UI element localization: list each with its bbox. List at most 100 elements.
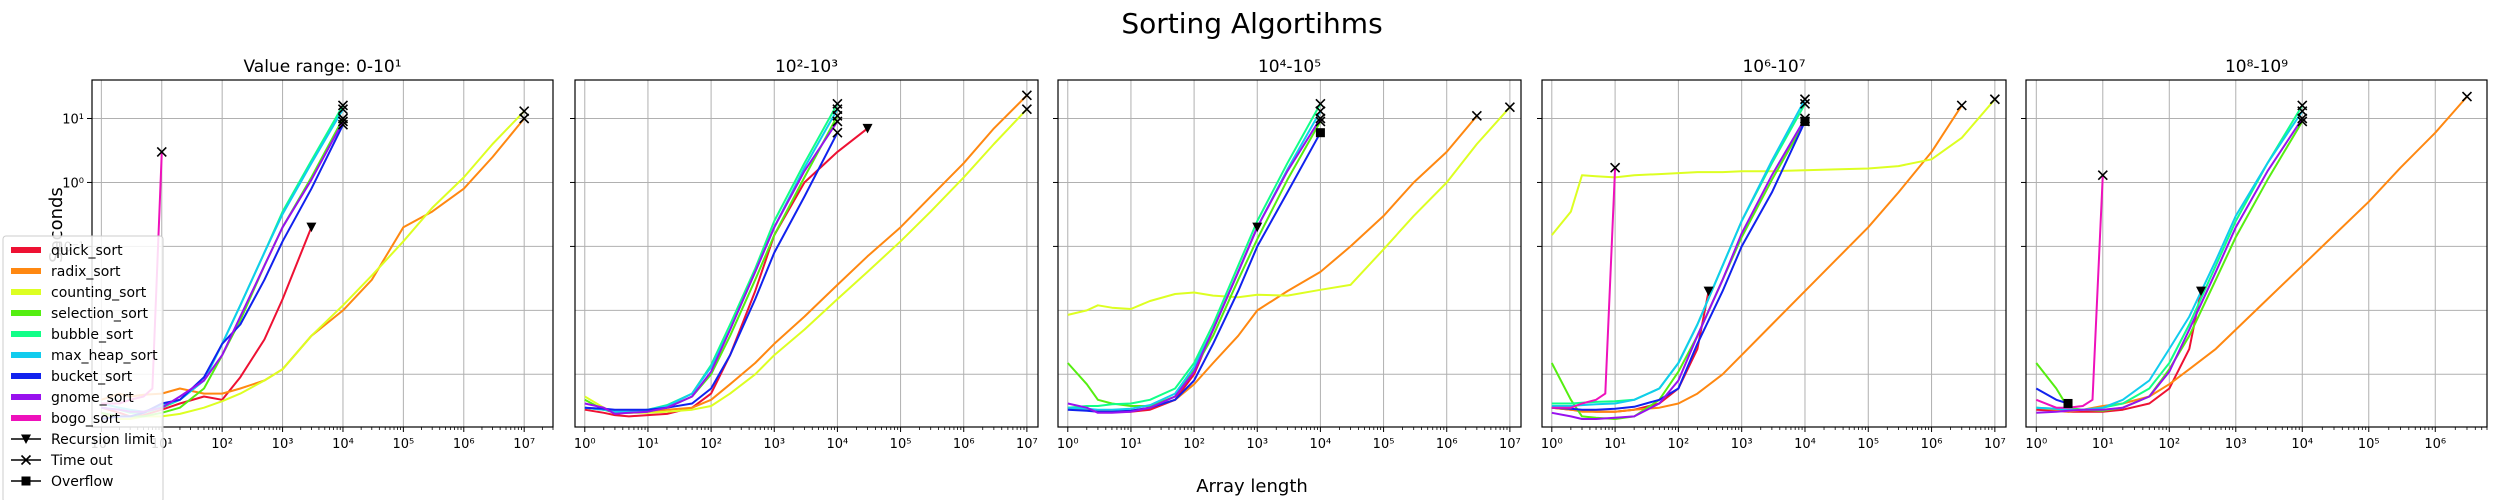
legend-label-marker: Recursion limit <box>51 432 155 448</box>
x-tick-label: 10⁵ <box>1857 437 1879 452</box>
series-gnome_sort <box>584 120 839 415</box>
end-marker-bucket_sort <box>1315 128 1325 138</box>
legend-label-selection_sort: selection_sort <box>51 306 149 322</box>
x-tick-label: 10⁷ <box>513 437 535 452</box>
x-tick-label: 10⁷ <box>1984 437 2006 452</box>
end-marker-radix_sort <box>1471 110 1482 121</box>
x-tick-label: 10⁵ <box>890 437 912 452</box>
end-marker-quick_sort <box>1252 222 1263 233</box>
x-tick-label: 10⁵ <box>392 437 414 452</box>
legend-label-bucket_sort: bucket_sort <box>51 369 133 385</box>
end-marker-bogo_sort <box>156 146 167 158</box>
end-markers <box>1252 98 1515 233</box>
subplot-title: 10⁶-10⁷ <box>1742 57 1805 77</box>
y-tick-label: 10⁰ <box>62 176 84 191</box>
x-tick-label: 10⁵ <box>1373 437 1395 452</box>
x-tick-label: 10³ <box>2225 437 2247 452</box>
x-tick-label: 10⁶ <box>2424 437 2446 452</box>
x-tick-label: 10⁷ <box>1016 437 1038 452</box>
y-tick-label: 10¹ <box>62 113 84 128</box>
series-lines <box>2035 95 2468 414</box>
legend-label-bubble_sort: bubble_sort <box>51 327 134 343</box>
end-marker-bucket_sort <box>337 119 349 130</box>
end-marker-bogo_sort <box>1610 162 1621 173</box>
chart-title: Sorting Algortihms <box>1121 7 1382 40</box>
end-marker-quick_sort <box>2196 286 2207 297</box>
legend-label-marker: Time out <box>50 453 113 469</box>
series-gnome_sort <box>1551 117 1806 420</box>
end-marker-radix_sort <box>1021 90 1032 101</box>
legend-label-bogo_sort: bogo_sort <box>51 411 121 427</box>
series-gnome_sort <box>2036 117 2304 414</box>
x-tick-label: 10⁶ <box>1921 437 1943 452</box>
x-tick-label: 10⁴ <box>1794 437 1816 452</box>
series-bogo_sort <box>1551 167 1617 409</box>
x-tick-label: 10¹ <box>2092 437 2114 452</box>
subplot-3: 10⁰ 10¹ 10² 10³ 10⁴ 10⁵ 10⁶ 10⁷ 10⁴-10⁵ <box>1053 57 1522 452</box>
end-marker-gnome_sort <box>2297 113 2308 124</box>
plot-area <box>2026 80 2487 427</box>
series-bogo_sort <box>2035 175 2104 409</box>
subplot-title: 10⁴-10⁵ <box>1258 57 1321 77</box>
axes-frame <box>1541 79 2007 428</box>
end-marker-quick_sort <box>306 222 317 233</box>
x-tick-label: 10⁴ <box>1310 437 1332 452</box>
end-markers <box>832 90 1032 138</box>
x-tick-label: 10¹ <box>637 437 659 452</box>
end-markers <box>156 100 530 233</box>
end-marker-selection_sort <box>1315 116 1326 127</box>
end-marker-bucket_sort <box>2063 398 2073 408</box>
end-marker-max_heap_sort <box>337 104 349 115</box>
grid <box>1058 80 1521 427</box>
subplot-1: 10⁰10¹10²10³10⁴10⁵10⁶10⁷10⁻¹10⁰10¹Value … <box>55 57 554 452</box>
x-tick-label: 10¹ <box>1120 437 1142 452</box>
subplot-2: 10⁰ 10¹ 10² 10³ 10⁴ 10⁵ 10⁶ 10⁷ 10²-10³ <box>570 57 1039 452</box>
x-tick-label: 10² <box>1668 437 1690 452</box>
x-tick-label: 10¹ <box>1604 437 1626 452</box>
subplot-5: 10⁰ 10¹ 10² 10³ 10⁴ 10⁵ 10⁶ 10⁸-10⁹ <box>2021 57 2488 452</box>
end-marker-radix_sort <box>1956 100 1967 111</box>
axes-frame <box>1057 79 1522 428</box>
x-tick-label: 10⁷ <box>1499 437 1521 452</box>
x-tick-label: 10⁴ <box>827 437 849 452</box>
end-marker-max_heap_sort <box>1315 106 1326 117</box>
end-marker-gnome_sort <box>1315 113 1326 124</box>
x-tick-label: 10² <box>211 437 233 452</box>
legend-marker-square <box>21 476 31 486</box>
series-lines <box>1550 98 1996 420</box>
subplot-title: Value range: 0-10¹ <box>243 57 401 77</box>
legend-label-marker: Overflow <box>51 474 114 490</box>
plot-area <box>575 80 1038 427</box>
end-marker-bubble_sort <box>337 100 349 111</box>
legend-label-quick_sort: quick_sort <box>51 243 123 259</box>
x-tick-label: 10⁰ <box>1541 437 1563 452</box>
plot-area <box>1058 80 1521 427</box>
x-tick-label: 10⁴ <box>2291 437 2313 452</box>
grid <box>1542 80 2006 427</box>
axes-frame <box>574 79 1039 428</box>
end-marker-bubble_sort <box>1799 98 1811 109</box>
x-tick-label: 10⁵ <box>2358 437 2380 452</box>
subplot-title: 10⁸-10⁹ <box>2225 57 2288 77</box>
grid <box>575 80 1038 427</box>
legend: quick_sort radix_sort counting_sortselecti… <box>2 235 164 500</box>
x-tick-label: 10⁴ <box>332 437 354 452</box>
x-tick-label: 10⁰ <box>2025 437 2047 452</box>
x-tick-label: 10² <box>2158 437 2180 452</box>
series-max_heap_sort <box>1551 98 1806 407</box>
end-marker-bogo_sort <box>2097 170 2108 181</box>
legend-marker-triangle-down <box>21 434 31 444</box>
end-marker-counting_sort <box>519 106 530 117</box>
series-lines <box>1067 103 1511 414</box>
end-marker-max_heap_sort <box>1799 94 1811 105</box>
axes-frame <box>2025 79 2488 428</box>
end-marker-gnome_sort <box>832 116 843 127</box>
series-counting_sort <box>1067 106 1511 316</box>
end-marker-max_heap_sort <box>832 104 843 115</box>
x-tick-label: 10³ <box>763 437 785 452</box>
x-tick-label: 10⁰ <box>1057 437 1079 452</box>
end-marker-max_heap_sort <box>2297 106 2308 117</box>
legend-box <box>2 235 164 500</box>
legend-label-max_heap_sort: max_heap_sort <box>51 348 158 364</box>
end-marker-quick_sort <box>1703 286 1714 297</box>
